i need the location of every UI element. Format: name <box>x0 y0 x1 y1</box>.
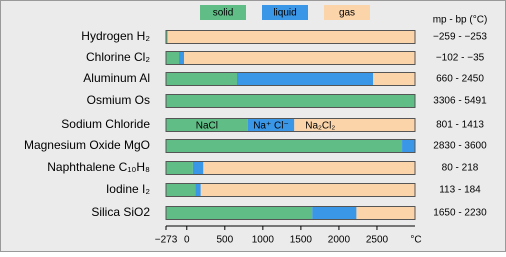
annotation: Na₂Cl₂ <box>305 121 335 132</box>
value-label: 3306 - 5491 <box>433 96 487 107</box>
liquid-segment <box>193 162 203 175</box>
x-tick-label: 2000 <box>328 235 351 246</box>
annotation: Na⁺ Cl⁻ <box>253 121 289 132</box>
value-label: 2830 - 3600 <box>433 141 487 152</box>
y-tick-label: Hydrogen H₂ <box>81 29 150 43</box>
legend-label: liquid <box>273 8 296 19</box>
gas-segment <box>168 31 415 44</box>
y-tick-label: Osmium Os <box>87 93 150 107</box>
solid-segment <box>166 184 195 197</box>
y-tick-label: Chlorine Cl₂ <box>86 50 150 64</box>
legend-label: solid <box>213 8 234 19</box>
legend-label: gas <box>339 8 355 19</box>
solid-segment <box>166 162 193 175</box>
x-tick-label: 1500 <box>290 235 313 246</box>
column-header: mp - bp (°C) <box>433 15 488 26</box>
solid-segment <box>166 73 237 86</box>
gas-segment <box>356 207 415 220</box>
value-label: 660 - 2450 <box>436 74 484 85</box>
value-label: −102 - −35 <box>436 53 485 64</box>
x-axis-label: °C <box>410 235 421 246</box>
value-label: 113 - 184 <box>439 185 481 196</box>
solid-segment <box>166 140 402 153</box>
gas-segment <box>203 162 415 175</box>
x-tick-label: −273 <box>155 235 178 246</box>
annotation: NaCl <box>196 121 218 132</box>
value-label: 801 - 1413 <box>436 120 484 131</box>
x-tick-label: 1000 <box>252 235 275 246</box>
y-tick-label: Aluminum Al <box>83 71 150 85</box>
x-tick-label: 500 <box>216 235 233 246</box>
solid-segment <box>166 52 179 65</box>
solid-segment <box>166 95 438 108</box>
y-tick-label: Iodine I₂ <box>106 182 150 196</box>
value-label: 80 - 218 <box>442 163 479 174</box>
value-label: 1650 - 2230 <box>433 208 487 219</box>
liquid-segment <box>237 73 373 86</box>
solid-segment <box>166 207 312 220</box>
y-tick-label: Sodium Chloride <box>61 117 150 131</box>
gas-segment <box>201 184 415 197</box>
liquid-segment <box>195 184 200 197</box>
y-tick-label: Magnesium Oxide MgO <box>24 138 150 152</box>
x-tick-label: 2500 <box>366 235 389 246</box>
liquid-segment <box>179 52 184 65</box>
gas-segment <box>373 73 415 86</box>
value-label: −259 - −253 <box>433 32 487 43</box>
y-tick-label: Naphthalene C₁₀H₈ <box>47 160 150 174</box>
x-tick-label: 0 <box>184 235 190 246</box>
y-tick-label: Silica SiO2 <box>91 205 150 219</box>
liquid-segment <box>312 207 356 220</box>
gas-segment <box>184 52 415 65</box>
